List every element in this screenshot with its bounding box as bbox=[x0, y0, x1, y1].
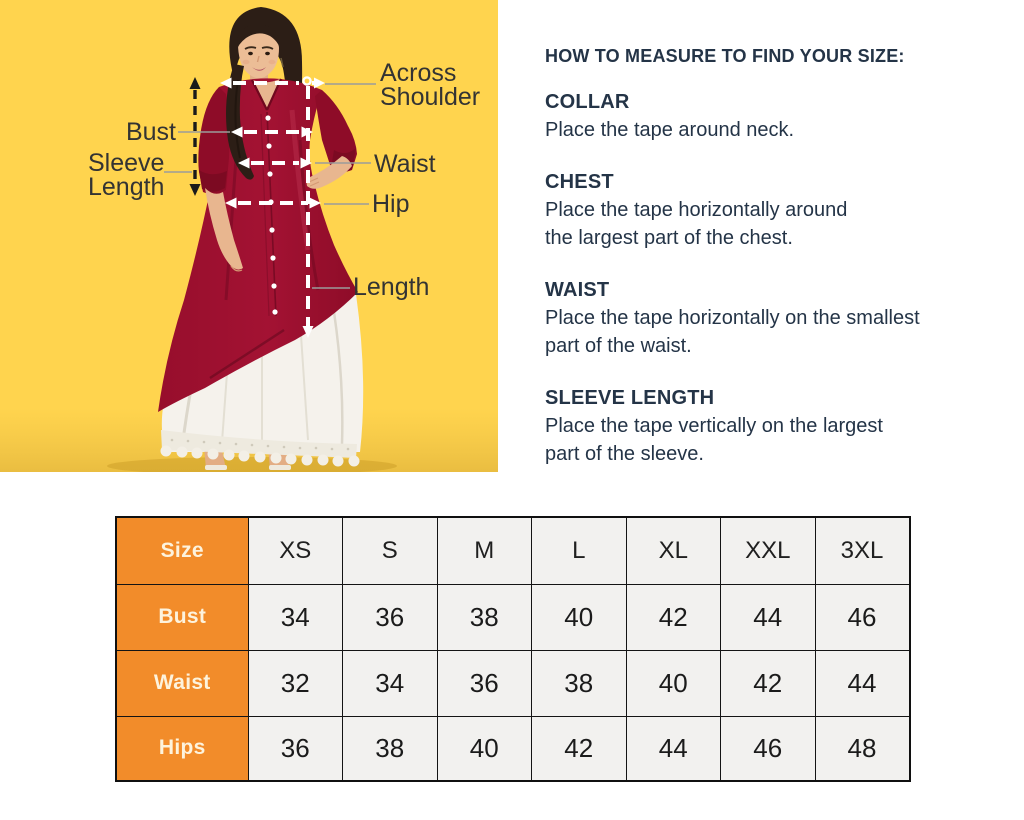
col-header-xl: XL bbox=[625, 516, 721, 585]
waist-xl: 40 bbox=[625, 649, 721, 717]
measurement-annotations: Across Shoulder Bust Sleeve Length Waist… bbox=[88, 59, 480, 338]
bust-l: 40 bbox=[531, 583, 627, 651]
section-sleeve-length-text-line2: part of the sleeve. bbox=[545, 443, 704, 465]
hips-xl: 44 bbox=[625, 715, 721, 782]
sleeve-length-label-line2: Length bbox=[88, 173, 164, 201]
size-chart: Size XS S M L XL XXL 3XL Bust 34 36 38 4… bbox=[115, 516, 911, 782]
waist-label: Waist bbox=[374, 150, 436, 178]
hand-right-fingers bbox=[308, 177, 320, 187]
section-collar: COLLAR Place the tape around neck. bbox=[545, 88, 995, 144]
hip-line bbox=[225, 197, 321, 209]
cuff-left bbox=[199, 170, 227, 192]
bust-3xl: 46 bbox=[814, 583, 910, 651]
waist-m: 36 bbox=[436, 649, 532, 717]
bust-row: Bust 34 36 38 40 42 44 46 bbox=[115, 583, 910, 651]
lace-hem bbox=[160, 430, 360, 467]
hips-l: 42 bbox=[531, 715, 627, 782]
section-sleeve-length: SLEEVE LENGTH Place the tape vertically … bbox=[545, 384, 995, 468]
hand-left bbox=[230, 265, 243, 272]
size-chart-table: Size XS S M L XL XXL 3XL Bust 34 36 38 4… bbox=[115, 516, 911, 782]
forearm-right-hand-on-hip bbox=[306, 156, 352, 189]
across-shoulder-label-line2: Shoulder bbox=[380, 83, 480, 111]
bust-row-label: Bust bbox=[115, 583, 249, 651]
waist-row: Waist 32 34 36 38 40 42 44 bbox=[115, 649, 910, 717]
col-header-3xl: 3XL bbox=[814, 516, 910, 585]
hips-row: Hips 36 38 40 42 44 46 48 bbox=[115, 715, 910, 782]
button-placket bbox=[260, 111, 278, 317]
neckline-skin bbox=[253, 79, 280, 108]
section-waist: WAIST Place the tape horizontally on the… bbox=[545, 276, 995, 360]
section-chest-title: CHEST bbox=[545, 171, 614, 193]
measurement-figure-svg: Across Shoulder Bust Sleeve Length Waist… bbox=[0, 0, 498, 472]
bust-label: Bust bbox=[126, 118, 176, 146]
hip-label: Hip bbox=[372, 190, 410, 218]
bust-xs: 34 bbox=[247, 583, 343, 651]
sleeve-length-line bbox=[189, 77, 201, 196]
measurement-figure: Across Shoulder Bust Sleeve Length Waist… bbox=[0, 0, 498, 472]
section-sleeve-length-text-line1: Place the tape vertically on the largest bbox=[545, 415, 883, 437]
section-collar-title: COLLAR bbox=[545, 91, 630, 113]
hips-s: 38 bbox=[342, 715, 438, 782]
section-chest-text-line2: the largest part of the chest. bbox=[545, 227, 793, 249]
hair-front bbox=[235, 24, 281, 52]
label-connectors bbox=[164, 83, 376, 289]
waist-xs: 32 bbox=[247, 649, 343, 717]
across-shoulder-line bbox=[220, 76, 325, 89]
section-waist-text-line2: part of the waist. bbox=[545, 335, 692, 357]
bust-s: 36 bbox=[342, 583, 438, 651]
measurement-labels: Across Shoulder Bust Sleeve Length Waist… bbox=[88, 59, 480, 301]
waist-s: 34 bbox=[342, 649, 438, 717]
section-waist-text-line1: Place the tape horizontally on the small… bbox=[545, 307, 920, 329]
col-header-l: L bbox=[531, 516, 627, 585]
waist-xxl: 42 bbox=[720, 649, 816, 717]
col-header-s: S bbox=[342, 516, 438, 585]
bust-m: 38 bbox=[436, 583, 532, 651]
waist-row-label: Waist bbox=[115, 649, 249, 717]
kurta-sleeve-left bbox=[198, 87, 230, 195]
hair-strand bbox=[234, 79, 241, 159]
hips-xxl: 46 bbox=[720, 715, 816, 782]
bust-xxl: 44 bbox=[720, 583, 816, 651]
sleeve-length-label-line1: Sleeve bbox=[88, 149, 164, 177]
section-chest: CHEST Place the tape horizontally around… bbox=[545, 168, 995, 252]
hips-3xl: 48 bbox=[814, 715, 910, 782]
section-sleeve-length-title: SLEEVE LENGTH bbox=[545, 387, 715, 409]
waist-line bbox=[238, 157, 312, 169]
waist-3xl: 44 bbox=[814, 649, 910, 717]
across-shoulder-label-line1: Across bbox=[380, 59, 456, 87]
face-features bbox=[242, 46, 284, 71]
col-header-xs: XS bbox=[247, 516, 343, 585]
size-corner-cell: Size bbox=[115, 516, 249, 585]
hips-m: 40 bbox=[436, 715, 532, 782]
hips-row-label: Hips bbox=[115, 715, 249, 782]
section-collar-text: Place the tape around neck. bbox=[545, 119, 795, 141]
bust-xl: 42 bbox=[625, 583, 721, 651]
section-chest-text-line1: Place the tape horizontally around bbox=[545, 199, 848, 221]
length-line bbox=[302, 86, 314, 338]
kurta-sleeve-right bbox=[315, 90, 357, 173]
col-header-xxl: XXL bbox=[720, 516, 816, 585]
size-chart-header-row: Size XS S M L XL XXL 3XL bbox=[115, 516, 910, 585]
hair-lock-front bbox=[226, 64, 254, 180]
forearm-left bbox=[205, 188, 243, 270]
waist-l: 38 bbox=[531, 649, 627, 717]
col-header-m: M bbox=[436, 516, 532, 585]
face bbox=[238, 25, 279, 79]
length-label: Length bbox=[353, 273, 429, 301]
how-to-measure-panel: HOW TO MEASURE TO FIND YOUR SIZE: COLLAR… bbox=[545, 46, 995, 492]
section-waist-title: WAIST bbox=[545, 279, 610, 301]
hips-xs: 36 bbox=[247, 715, 343, 782]
how-to-measure-heading: HOW TO MEASURE TO FIND YOUR SIZE: bbox=[545, 46, 905, 66]
